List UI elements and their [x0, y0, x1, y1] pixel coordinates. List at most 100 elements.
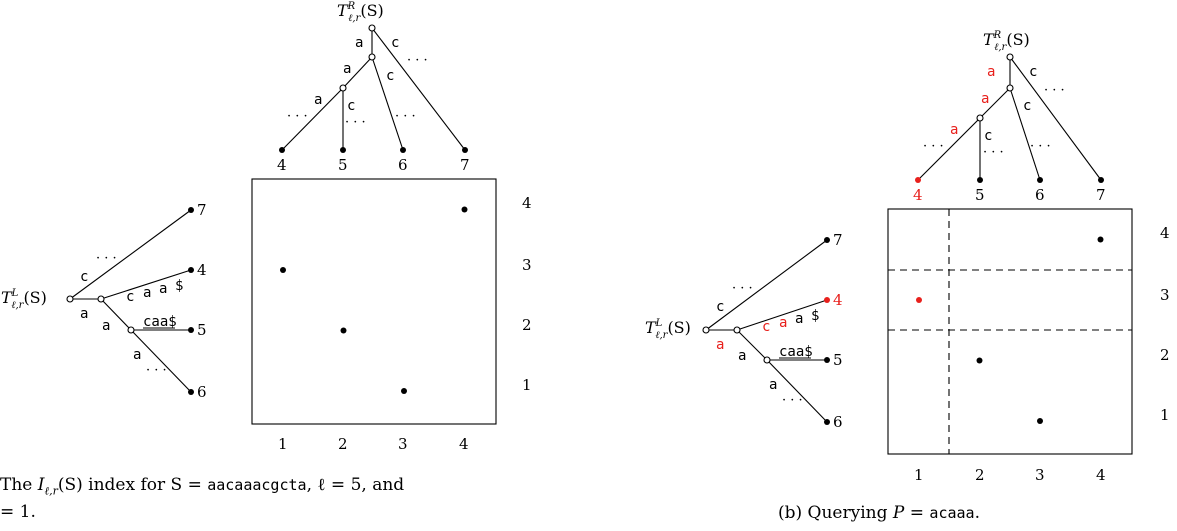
edge-label: $: [175, 278, 183, 294]
y-tick: 4: [522, 194, 532, 212]
left-leaf: [824, 419, 830, 425]
edge-label: caa$: [779, 344, 813, 360]
edge-label: c: [391, 35, 399, 51]
x-tick: 1: [914, 466, 924, 484]
left-leaf: [188, 389, 194, 395]
y-tick: 4: [1160, 224, 1170, 242]
grid-points: [280, 206, 468, 394]
top-tree-b: TR ℓ,r(S) a c a c a c · · · · · · · · · ·…: [913, 30, 1106, 204]
left-root-node: [66, 295, 74, 303]
grid-box: [887, 208, 1133, 455]
left-inner-node: [97, 295, 105, 303]
left-leaf-label: 7: [833, 231, 843, 249]
top-tree-a: TR ℓ,r(S) a c a c a c · · · · · · · · · ·…: [277, 1, 470, 174]
left-leaf-label: 5: [197, 321, 207, 339]
left-tree-a: TL ℓ,r(S) c a c a a $ a caa$ a · · · · · …: [1, 201, 207, 401]
edge-label: $: [811, 308, 819, 324]
edge-label-highlight: a: [779, 315, 787, 331]
x-tick: 1: [278, 435, 288, 453]
edge-label: c: [347, 98, 355, 114]
ellipsis: · · ·: [146, 363, 167, 378]
ellipsis: · · ·: [983, 145, 1004, 160]
panel-b: TR ℓ,r(S) a c a c a c · · · · · · · · · ·…: [645, 30, 1170, 484]
top-inner-node: [339, 84, 347, 92]
x-tick: 4: [1096, 466, 1106, 484]
top-leaf-label: 7: [460, 156, 470, 174]
left-inner-node: [127, 326, 135, 334]
left-leaf: [188, 327, 194, 333]
edge-label: c: [1029, 64, 1037, 80]
edge-label: a: [769, 377, 777, 393]
grid-box: [251, 178, 497, 425]
edge-label: c: [80, 269, 88, 285]
top-leaf: [977, 177, 983, 183]
x-tick: 3: [1035, 466, 1045, 484]
ellipsis: · · ·: [732, 281, 753, 296]
left-leaf: [824, 357, 830, 363]
top-root-node: [368, 24, 376, 32]
edge-label: a: [102, 318, 110, 334]
top-leaf: [340, 147, 346, 153]
edge-label: c: [716, 299, 724, 315]
ellipsis: · · ·: [1030, 139, 1051, 154]
y-tick: 1: [522, 376, 532, 394]
left-leaf: [188, 267, 194, 273]
panel-a: TR ℓ,r(S) a c a c a c · · · · · · · · · ·…: [1, 1, 532, 453]
edge-label: a: [133, 347, 141, 363]
x-tick: 3: [398, 435, 408, 453]
edge-label: a: [80, 306, 88, 322]
left-root-node: [702, 326, 710, 334]
edge-label: c: [984, 128, 992, 144]
top-leaf-label: 7: [1096, 186, 1106, 204]
grid-point: [1097, 236, 1104, 243]
ellipsis: · · ·: [395, 109, 416, 124]
left-tree-b: TL ℓ,r(S) c a c a a $ a caa$ a · · · · · …: [645, 231, 843, 431]
ellipsis: · · ·: [923, 139, 944, 154]
ellipsis: · · ·: [1044, 83, 1065, 98]
edge-label-highlight: a: [716, 337, 724, 353]
grid-point-highlight: [916, 297, 922, 303]
left-leaf-label: 7: [197, 201, 207, 219]
grid-point: [976, 357, 983, 364]
grid-point: [461, 206, 468, 213]
edge-label-highlight: a: [950, 122, 958, 138]
ellipsis: · · ·: [96, 251, 117, 266]
caption-a: The Iℓ,r(S) index for S = aacaaacgcta, ℓ…: [0, 475, 404, 497]
top-leaf-label: 5: [975, 186, 985, 204]
y-tick: 3: [522, 256, 532, 274]
left-leaf-label-highlight: 4: [833, 291, 843, 309]
caption-a-line1: The Iℓ,r(S) index for S = aacaaacgcta, ℓ…: [0, 475, 405, 498]
top-leaf-label: 6: [1035, 186, 1045, 204]
left-leaf: [824, 237, 830, 243]
y-tick: 2: [1160, 346, 1170, 364]
top-leaf-highlight: [915, 177, 921, 183]
grid-point: [340, 327, 347, 334]
top-leaf: [1037, 177, 1043, 183]
x-tick: 4: [459, 435, 469, 453]
edge-label: c: [386, 68, 394, 84]
y-tick: 3: [1160, 286, 1170, 304]
y-tick: 1: [1160, 406, 1170, 424]
left-inner-node: [733, 326, 741, 334]
left-tree-label: TL ℓ,r(S): [645, 318, 691, 341]
top-inner-node: [368, 53, 376, 61]
left-leaf: [188, 207, 194, 213]
left-inner-node: [763, 356, 771, 364]
top-leaf-label-highlight: 4: [913, 186, 923, 204]
top-leaf: [400, 147, 406, 153]
edge-label: a: [343, 61, 351, 77]
grid-point: [401, 388, 407, 394]
top-leaf-label: 6: [398, 156, 408, 174]
top-root-node: [1006, 53, 1014, 61]
caption-b: (b) Querying P = acaaa.: [778, 503, 980, 523]
top-leaf: [1098, 177, 1104, 183]
edge-label: c: [1023, 98, 1031, 114]
left-tree-label: TL ℓ,r(S): [1, 288, 47, 311]
edge-label: a: [314, 92, 322, 108]
top-inner-node: [1006, 84, 1014, 92]
y-tick: 2: [522, 316, 532, 334]
left-leaf-label: 6: [833, 413, 843, 431]
x-tick: 2: [338, 435, 348, 453]
left-leaf-label: 4: [197, 261, 207, 279]
